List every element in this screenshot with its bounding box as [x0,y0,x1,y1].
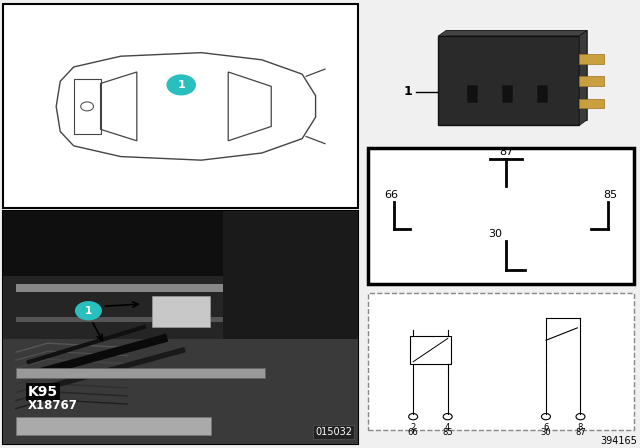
Text: 1: 1 [404,85,413,99]
Bar [502,85,513,103]
Text: 66: 66 [385,190,399,200]
Bar [223,211,358,339]
Bar [3,211,358,444]
Bar [467,85,478,103]
Text: 85: 85 [603,190,617,200]
Text: 1: 1 [85,306,92,316]
Text: 4: 4 [445,423,451,432]
Text: 015032: 015032 [315,427,352,437]
Bar [152,296,210,327]
Polygon shape [438,30,587,36]
Bar [368,148,634,284]
Text: 87: 87 [575,428,586,437]
Text: X18767: X18767 [28,399,78,412]
Bar [579,54,604,64]
Text: 2: 2 [410,423,416,432]
Circle shape [76,302,101,320]
Polygon shape [579,30,587,125]
Bar [16,317,300,323]
Bar [579,99,604,108]
Text: 30: 30 [541,428,551,437]
Text: K95: K95 [28,385,58,399]
Bar [3,211,358,276]
Bar [3,339,358,444]
Bar [438,36,579,125]
Bar [537,85,548,103]
Text: 394165: 394165 [600,436,637,446]
Text: 85: 85 [442,428,453,437]
Text: 8: 8 [578,423,583,432]
Bar [16,284,282,292]
Bar [368,293,634,430]
Bar [579,76,604,86]
Bar [3,4,358,208]
Bar [16,368,265,378]
Bar [3,276,358,339]
Text: 1: 1 [177,80,185,90]
Text: 30: 30 [488,228,502,238]
Circle shape [167,75,195,95]
Bar [410,336,451,364]
Text: 6: 6 [543,423,548,432]
Text: 66: 66 [408,428,419,437]
Bar [16,417,211,435]
Text: 87: 87 [499,147,513,157]
Bar [446,30,587,120]
